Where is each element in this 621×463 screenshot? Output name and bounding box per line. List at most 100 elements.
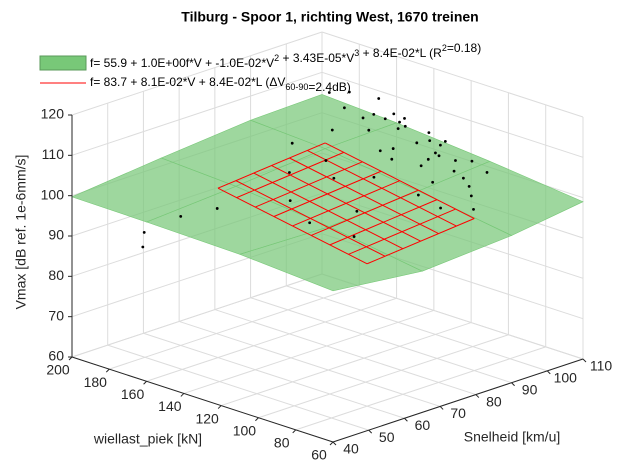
x-tick [439,406,444,410]
grid-line [286,285,548,372]
legend-text: =0.18) [447,41,481,55]
scatter-point [377,97,381,100]
x-tick-label: 60 [415,417,431,433]
scatter-point [342,106,346,110]
scatter-point [347,90,351,94]
y-tick-label: 140 [158,398,182,414]
scatter-point [437,154,441,158]
z-tick-label: 60 [48,348,64,364]
plane-line [255,161,363,208]
scatter-point [472,207,475,211]
scatter-point [416,193,420,197]
legend-sub: 60-90 [285,82,308,92]
legend-text: + 3.43E-05*V [279,51,354,65]
legend-text: f= 83.7 + 8.1E-02*V + 8.4E-02*L (ΔV [90,75,285,89]
scatter-point [419,164,423,168]
scatter-point [443,140,447,143]
scatter-point [485,171,489,174]
scatter-point [361,116,365,120]
chart-title: Tilburg - Spoor 1, richting West, 1670 t… [181,9,478,25]
y-tick-label: 80 [274,435,290,451]
scatter-point [431,180,435,184]
y-tick [143,380,147,385]
fit-plane [217,142,475,265]
x-tick [368,429,373,434]
scatter-point [403,116,406,120]
scatter-point [141,245,145,249]
scatter-point [327,91,331,94]
grid-line [214,309,477,396]
y-tick-label: 100 [233,422,257,438]
scatter-point [288,171,291,174]
x-tick-label: 70 [450,405,466,421]
scatter-point [179,214,183,218]
scatter-point [467,185,471,188]
scatter-point [461,176,465,180]
x-tick-label: 90 [522,381,538,397]
plane-line [348,208,456,255]
y-tick [255,417,259,422]
axes: 40 50 60 70 80 90 100 110 60 80 100 120 140 160 180 200… [41,106,613,463]
plane-line [217,187,368,265]
y-tick [329,441,334,446]
grid-line [146,297,397,382]
z-tick-label: 110 [42,146,65,162]
scatter-point [452,169,456,173]
scatter-point [454,159,457,162]
scatter-point [434,151,437,155]
plane-line [311,189,419,236]
grid-line [143,332,405,419]
z-tick-label: 70 [48,307,64,323]
scatter-point [426,157,430,161]
scatter-point [390,157,394,161]
legend-sup: 3 [354,48,359,58]
legend-text: f= 55.9 + 1.0E+00f*V + -1.0E-02*V [90,56,274,70]
legend-text: =2.4dB) [308,80,350,94]
scatter-point [439,206,442,210]
scatter-point [352,235,356,238]
z-tick-label: 120 [41,106,65,122]
x-tick [332,441,337,446]
scatter-point [378,149,382,153]
scatter-point [391,147,395,150]
scatter-point [396,127,400,131]
scatter-point [324,159,328,162]
axis-line [332,358,584,443]
x-tick-label: 100 [554,370,578,386]
grid-line [321,31,584,118]
y-axis-label: wiellast_piek [kN] [93,431,202,447]
scatter-point [308,221,312,225]
surface [71,94,584,292]
scatter-point [383,117,387,121]
legend-sup: 2 [442,43,447,53]
scatter-point [290,141,294,145]
grid-line [71,31,323,116]
scatter-point [398,120,401,124]
y-tick-label: 160 [121,386,145,402]
y-tick-label: 180 [84,374,108,390]
plane-line [329,199,438,246]
z-tick-label: 90 [48,227,64,243]
grid-line [321,273,584,360]
scatter-point [470,159,474,163]
scatter-point [367,128,371,132]
grid-line [71,273,323,358]
scatter-points [141,90,489,249]
scatter-point [355,209,359,213]
z-tick-label: 100 [41,186,65,202]
x-tick [404,417,408,422]
plane-line [366,218,475,265]
scatter-point [372,112,376,116]
scatter-point [469,194,473,198]
grid-line [107,344,369,431]
x-tick [546,370,551,375]
x-tick [582,358,587,363]
grid-line [71,71,323,156]
grid-line [178,320,441,407]
grid-line [220,322,472,407]
scatter-point [392,112,396,116]
legend-text: + 8.4E-02*L (R [359,46,442,60]
grid-line [250,297,512,384]
x-tick [511,382,515,387]
